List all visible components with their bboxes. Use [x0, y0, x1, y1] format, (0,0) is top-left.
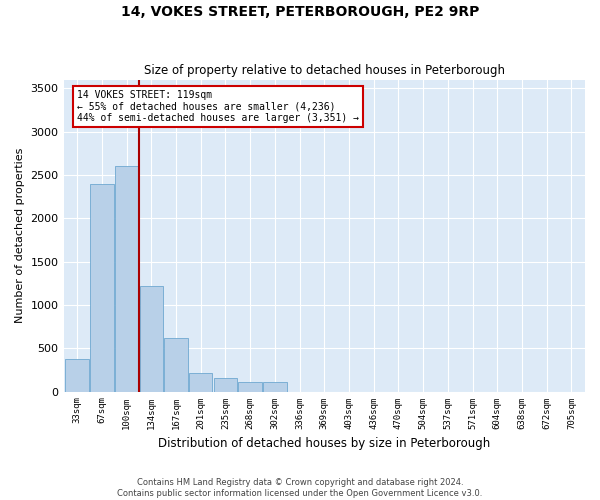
Bar [189, 373, 212, 392]
Text: 14 VOKES STREET: 119sqm
← 55% of detached houses are smaller (4,236)
44% of semi: 14 VOKES STREET: 119sqm ← 55% of detache… [77, 90, 359, 123]
Y-axis label: Number of detached properties: Number of detached properties [15, 148, 25, 323]
Bar [238, 382, 262, 392]
Text: Contains HM Land Registry data © Crown copyright and database right 2024.
Contai: Contains HM Land Registry data © Crown c… [118, 478, 482, 498]
Bar [65, 358, 89, 392]
Bar [263, 382, 287, 392]
Bar [164, 338, 188, 392]
Bar [214, 378, 237, 392]
Bar [115, 166, 139, 392]
Title: Size of property relative to detached houses in Peterborough: Size of property relative to detached ho… [144, 64, 505, 77]
Text: 14, VOKES STREET, PETERBOROUGH, PE2 9RP: 14, VOKES STREET, PETERBOROUGH, PE2 9RP [121, 5, 479, 19]
Bar [140, 286, 163, 392]
X-axis label: Distribution of detached houses by size in Peterborough: Distribution of detached houses by size … [158, 437, 490, 450]
Bar [90, 184, 113, 392]
